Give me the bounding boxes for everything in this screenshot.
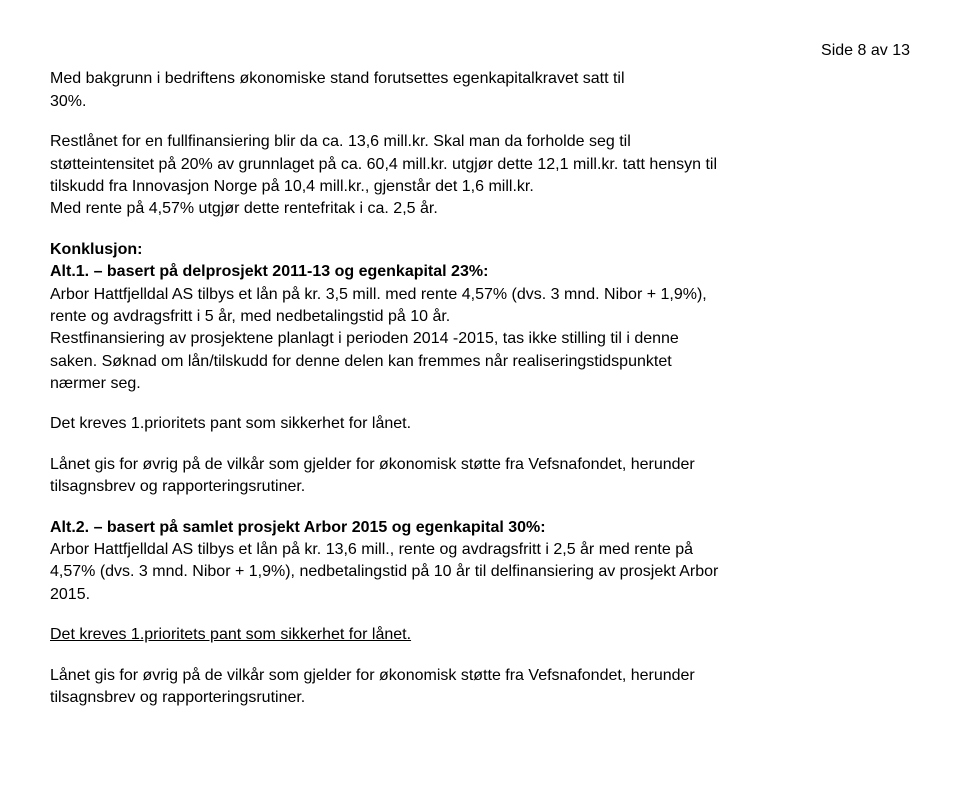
restloan-l2: støtteintensitet på 20% av grunnlaget på… (50, 156, 717, 173)
alt1-body-l5: nærmer seg. (50, 375, 141, 392)
vilkar2-l2: tilsagnsbrev og rapporteringsrutiner. (50, 689, 305, 706)
vilkar-1: Lånet gis for øvrig på de vilkår som gje… (50, 454, 910, 499)
intro-line-1: Med bakgrunn i bedriftens økonomiske sta… (50, 68, 910, 90)
alt1-body-l4: saken. Søknad om lån/tilskudd for denne … (50, 353, 672, 370)
konklusjon-block: Konklusjon: Alt.1. – basert på delprosje… (50, 239, 910, 396)
alt2-block: Alt.2. – basert på samlet prosjekt Arbor… (50, 517, 910, 607)
pant-1: Det kreves 1.prioritets pant som sikkerh… (50, 413, 910, 435)
restloan-l4: Med rente på 4,57% utgjør dette rentefri… (50, 200, 438, 217)
alt1-title: Alt.1. – basert på delprosjekt 2011-13 o… (50, 263, 488, 280)
konklusjon-heading: Konklusjon: (50, 241, 142, 258)
restloan-paragraph: Restlånet for en fullfinansiering blir d… (50, 131, 910, 221)
alt2-l1a: Arbor Hattfjelldal AS tilbys et lån på k… (50, 541, 693, 558)
pant-2-underline: Det kreves 1.prioritets pant som sikkerh… (50, 624, 910, 646)
alt2-title: Alt.2. – basert på samlet prosjekt Arbor… (50, 519, 546, 536)
page-number: Side 8 av 13 (50, 40, 910, 62)
vilkar1-l2: tilsagnsbrev og rapporteringsrutiner. (50, 478, 305, 495)
alt2-l1b: 4,57% (dvs. 3 mnd. Nibor + 1,9%), nedbet… (50, 563, 718, 580)
vilkar2-l1: Lånet gis for øvrig på de vilkår som gje… (50, 667, 695, 684)
vilkar-2: Lånet gis for øvrig på de vilkår som gje… (50, 665, 910, 710)
alt2-l1c: 2015. (50, 586, 90, 603)
alt1-body-l2: rente og avdragsfritt i 5 år, med nedbet… (50, 308, 450, 325)
restloan-l3: tilskudd fra Innovasjon Norge på 10,4 mi… (50, 178, 534, 195)
alt1-body-l3: Restfinansiering av prosjektene planlagt… (50, 330, 679, 347)
restloan-l1: Restlånet for en fullfinansiering blir d… (50, 133, 631, 150)
alt1-body-l1: Arbor Hattfjelldal AS tilbys et lån på k… (50, 286, 707, 303)
vilkar1-l1: Lånet gis for øvrig på de vilkår som gje… (50, 456, 695, 473)
intro-line-2: 30%. (50, 91, 910, 113)
